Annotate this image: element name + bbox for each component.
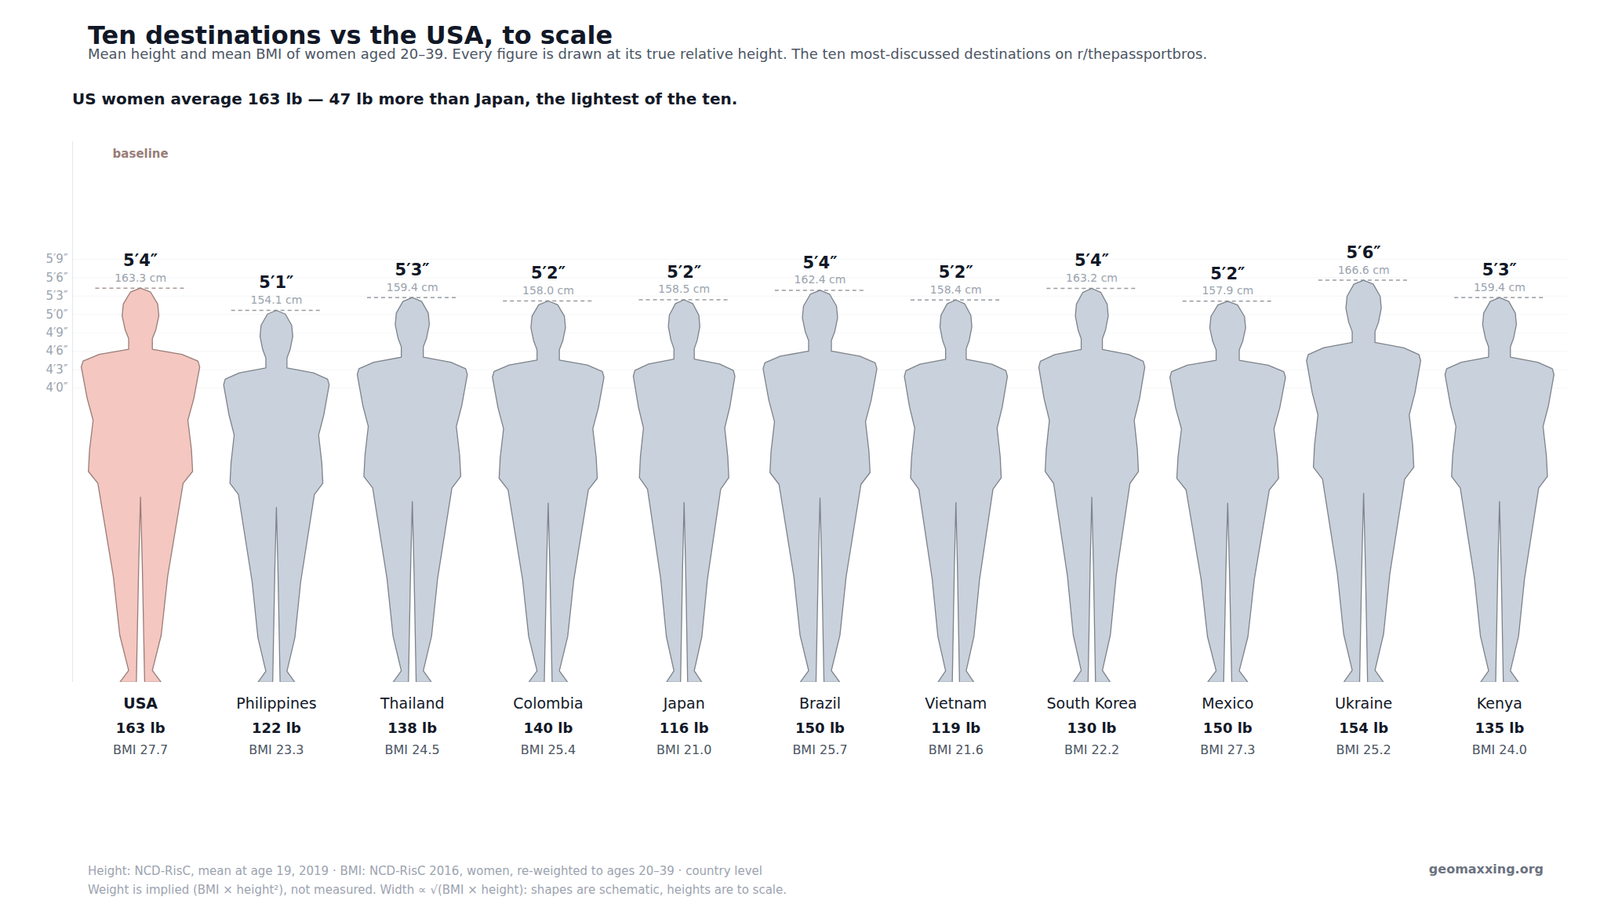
svg-text:5′2″: 5′2″ [938, 262, 974, 282]
svg-text:BMI 22.2: BMI 22.2 [1064, 741, 1120, 757]
svg-text:154.1 cm: 154.1 cm [250, 293, 302, 306]
svg-text:Japan: Japan [662, 694, 706, 712]
svg-text:116 lb: 116 lb [659, 719, 710, 736]
svg-text:5′6″: 5′6″ [1346, 243, 1382, 262]
svg-text:4′0″: 4′0″ [45, 380, 68, 395]
svg-text:BMI 21.6: BMI 21.6 [928, 741, 984, 757]
svg-text:5′3″: 5′3″ [395, 260, 430, 280]
svg-text:119 lb: 119 lb [930, 719, 981, 736]
svg-text:163.3 cm: 163.3 cm [114, 271, 167, 284]
svg-text:163 lb: 163 lb [116, 719, 166, 736]
html-text:Weight is implied (BMI × heigh: Weight is implied (BMI × height²), not m… [87, 882, 787, 897]
svg-text:5′2″: 5′2″ [1210, 264, 1245, 284]
svg-text:BMI 23.3: BMI 23.3 [248, 741, 304, 757]
svg-text:5′9″: 5′9″ [45, 251, 68, 266]
svg-text:159.4 cm: 159.4 cm [1473, 280, 1526, 294]
svg-text:BMI 24.5: BMI 24.5 [385, 741, 440, 757]
svg-text:4′3″: 4′3″ [45, 362, 68, 377]
svg-text:5′6″: 5′6″ [45, 270, 68, 285]
svg-text:BMI 25.4: BMI 25.4 [520, 741, 576, 757]
svg-text:BMI 27.3: BMI 27.3 [1200, 741, 1255, 757]
svg-text:158.4 cm: 158.4 cm [930, 283, 982, 296]
svg-text:BMI 24.0: BMI 24.0 [1472, 741, 1528, 757]
svg-text:140 lb: 140 lb [523, 719, 574, 736]
html-text:Ten destinations vs the USA, t: Ten destinations vs the USA, to scale [87, 20, 613, 51]
svg-text:158.5 cm: 158.5 cm [658, 282, 710, 295]
svg-text:138 lb: 138 lb [387, 719, 437, 736]
svg-text:163.2 cm: 163.2 cm [1065, 271, 1118, 284]
svg-text:135 lb: 135 lb [1474, 719, 1524, 736]
html-text:US women average 163 lb — 47 l: US women average 163 lb — 47 lb more tha… [72, 89, 738, 109]
svg-text:Colombia: Colombia [512, 694, 583, 712]
svg-text:Thailand: Thailand [379, 694, 445, 712]
svg-text:4′9″: 4′9″ [45, 325, 68, 340]
svg-text:BMI 27.7: BMI 27.7 [112, 741, 168, 757]
svg-text:Kenya: Kenya [1476, 694, 1523, 712]
svg-text:122 lb: 122 lb [251, 719, 302, 736]
svg-text:South Korea: South Korea [1046, 694, 1137, 712]
svg-text:5′3″: 5′3″ [1482, 260, 1517, 280]
html-text:geomaxxing.org: geomaxxing.org [1428, 861, 1544, 877]
svg-text:166.6 cm: 166.6 cm [1338, 263, 1390, 277]
svg-text:BMI 25.2: BMI 25.2 [1335, 741, 1391, 757]
svg-text:158.0 cm: 158.0 cm [522, 283, 575, 297]
svg-text:154 lb: 154 lb [1338, 719, 1389, 736]
svg-text:Ukraine: Ukraine [1334, 694, 1393, 712]
svg-text:Philippines: Philippines [236, 694, 317, 712]
svg-text:5′4″: 5′4″ [802, 253, 837, 273]
svg-text:Mexico: Mexico [1201, 694, 1254, 712]
svg-text:Brazil: Brazil [799, 694, 841, 712]
html-text:Height: NCD-RisC, mean at age: Height: NCD-RisC, mean at age 19, 2019 ·… [87, 863, 763, 878]
svg-text:150 lb: 150 lb [1203, 719, 1253, 736]
svg-text:5′0″: 5′0″ [45, 307, 68, 322]
svg-text:5′2″: 5′2″ [666, 262, 702, 282]
svg-text:5′4″: 5′4″ [1074, 250, 1110, 270]
svg-text:5′4″: 5′4″ [123, 250, 158, 270]
svg-text:5′2″: 5′2″ [530, 263, 566, 283]
svg-text:USA: USA [123, 694, 158, 712]
svg-text:5′3″: 5′3″ [45, 288, 68, 303]
html-text:Mean height and mean BMI of wo: Mean height and mean BMI of women aged 2… [87, 45, 1208, 62]
svg-text:BMI 21.0: BMI 21.0 [656, 741, 712, 757]
svg-text:5′1″: 5′1″ [258, 272, 294, 292]
svg-text:4′6″: 4′6″ [45, 343, 68, 358]
svg-text:baseline: baseline [112, 146, 169, 161]
svg-text:130 lb: 130 lb [1067, 719, 1117, 736]
svg-text:150 lb: 150 lb [795, 719, 845, 736]
svg-text:Vietnam: Vietnam [924, 694, 987, 712]
svg-text:162.4 cm: 162.4 cm [794, 272, 847, 286]
svg-text:BMI 25.7: BMI 25.7 [792, 741, 848, 757]
svg-text:159.4 cm: 159.4 cm [386, 280, 439, 294]
svg-text:157.9 cm: 157.9 cm [1201, 283, 1254, 297]
